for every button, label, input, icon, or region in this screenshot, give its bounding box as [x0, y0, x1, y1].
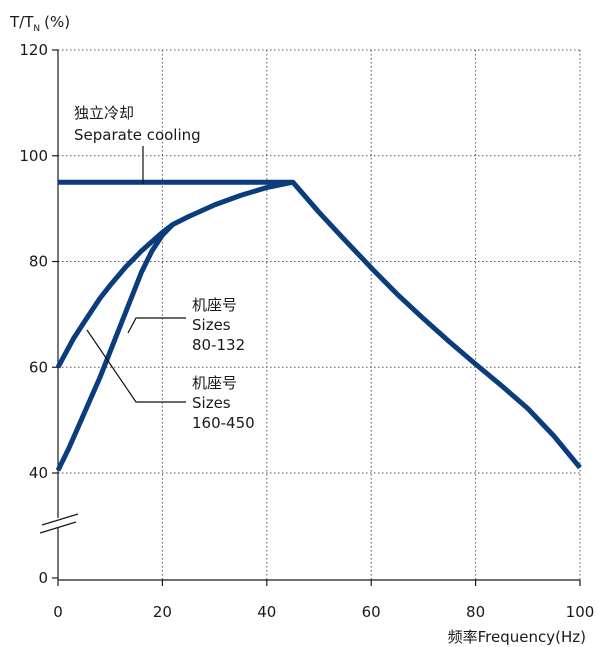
series-separate-cooling	[58, 179, 582, 470]
axis-break-mark-lower	[39, 521, 77, 534]
y-axis-label: T/TN (%)	[9, 13, 70, 34]
series-sizes-160-450	[55, 222, 175, 472]
grid-lines	[58, 49, 581, 580]
data-series	[55, 179, 582, 472]
annotation-separate-cooling: 独立冷却 Separate cooling	[74, 104, 201, 144]
leader-sizes-160-450	[86, 329, 186, 403]
annotations: 独立冷却 Separate cooling 机座号 Sizes 80-132 机…	[74, 104, 255, 432]
tick-labels: 0 40 60 80 100 120 0 20 40 60 80 100	[19, 41, 594, 621]
y-tick-label-120: 120	[19, 41, 48, 59]
axes	[39, 50, 580, 581]
annotation-sizes-80-132: 机座号 Sizes 80-132	[192, 296, 245, 354]
y-tick-label-100: 100	[19, 147, 48, 165]
x-tick-label-80: 80	[466, 603, 485, 621]
series-sizes-80-132	[55, 179, 294, 369]
x-tick-label-60: 60	[362, 603, 381, 621]
y-tick-label-80: 80	[29, 253, 48, 271]
y-tick-label-60: 60	[29, 358, 48, 376]
y-tick-label-40: 40	[29, 464, 48, 482]
annotation-sizes-160-450: 机座号 Sizes 160-450	[192, 374, 255, 432]
x-tick-label-40: 40	[257, 603, 276, 621]
x-tick-label-100: 100	[566, 603, 595, 621]
x-axis-label: 频率Frequency(Hz)	[448, 628, 586, 646]
y-tick-label-0: 0	[38, 569, 48, 587]
x-tick-label-0: 0	[53, 603, 63, 621]
axis-break-mark-upper	[41, 513, 79, 526]
leader-sizes-80-132	[127, 317, 186, 334]
x-tick-label-20: 20	[153, 603, 172, 621]
